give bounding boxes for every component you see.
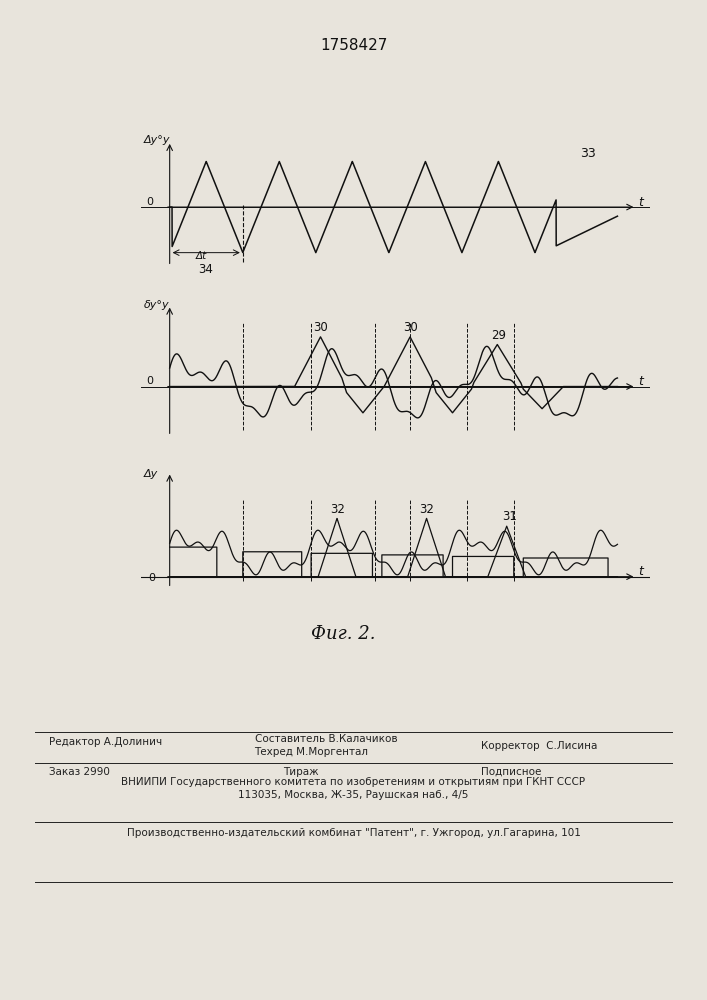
Text: t: t xyxy=(638,196,643,209)
Text: Редактор А.Долинич: Редактор А.Долинич xyxy=(49,737,163,747)
Text: 0: 0 xyxy=(148,573,156,583)
Text: Заказ 2990: Заказ 2990 xyxy=(49,767,110,777)
Text: 32: 32 xyxy=(330,503,345,516)
Text: Фиг. 2.: Фиг. 2. xyxy=(311,625,375,643)
Text: Тираж: Тираж xyxy=(283,767,318,777)
Text: 32: 32 xyxy=(419,503,434,516)
Text: 0: 0 xyxy=(146,197,153,207)
Text: Δt: Δt xyxy=(196,251,207,261)
Text: 31: 31 xyxy=(502,510,517,523)
Text: 113035, Москва, Ж-35, Раушская наб., 4/5: 113035, Москва, Ж-35, Раушская наб., 4/5 xyxy=(238,790,469,800)
Text: Подписное: Подписное xyxy=(481,767,541,777)
Text: 30: 30 xyxy=(403,321,418,334)
Text: 33: 33 xyxy=(580,147,595,160)
Text: Δy°у: Δy°у xyxy=(144,135,170,145)
Text: 1758427: 1758427 xyxy=(320,38,387,53)
Text: t: t xyxy=(638,565,643,578)
Text: Составитель В.Калачиков: Составитель В.Калачиков xyxy=(255,734,397,744)
Text: Производственно-издательский комбинат "Патент", г. Ужгород, ул.Гагарина, 101: Производственно-издательский комбинат "П… xyxy=(127,828,580,838)
Text: Техред М.Моргентал: Техред М.Моргентал xyxy=(255,747,368,757)
Text: Корректор  С.Лисина: Корректор С.Лисина xyxy=(481,741,597,751)
Text: t: t xyxy=(638,375,643,388)
Text: δy°у: δy°у xyxy=(144,300,170,310)
Text: 34: 34 xyxy=(198,263,213,276)
Text: 29: 29 xyxy=(491,329,506,342)
Text: 30: 30 xyxy=(313,321,328,334)
Text: Δy: Δy xyxy=(144,469,158,479)
Text: 0: 0 xyxy=(146,376,153,386)
Text: ВНИИПИ Государственного комитета по изобретениям и открытиям при ГКНТ СССР: ВНИИПИ Государственного комитета по изоб… xyxy=(122,777,585,787)
